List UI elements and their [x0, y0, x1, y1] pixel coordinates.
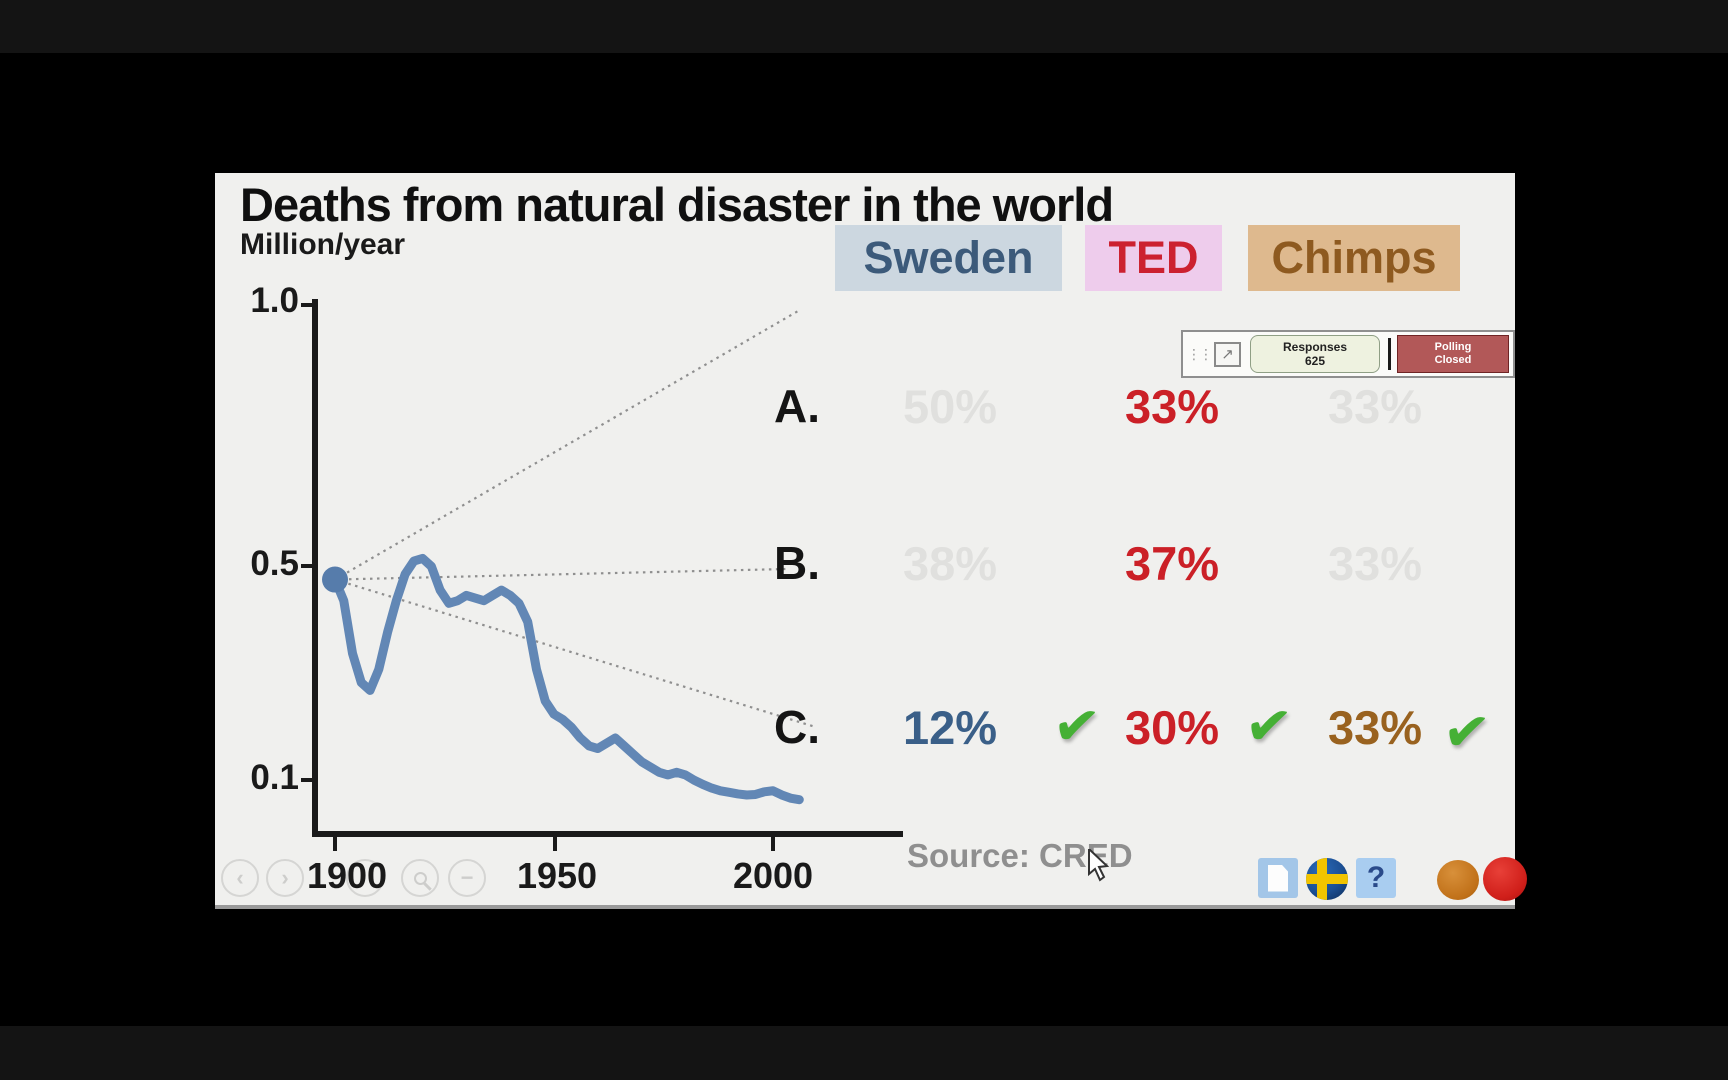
next-slide-button[interactable]: ›: [266, 859, 304, 897]
polling-status-line1: Polling: [1434, 341, 1472, 353]
magnifier-icon: [413, 871, 427, 885]
responses-label: Responses: [1282, 340, 1348, 354]
option-label-a: A.: [774, 380, 820, 432]
checkmark-icon-ted: ✔: [1241, 691, 1296, 760]
orange-status-dot: [1437, 860, 1479, 900]
prev-icon: ‹: [236, 865, 244, 890]
value-c-ted: 30%: [1124, 701, 1220, 754]
letterbox-bottom: [0, 1026, 1728, 1080]
x-tick-label-2000: 2000: [732, 855, 814, 896]
start-point-marker: [322, 566, 348, 593]
value-b-chimps: 33%: [1327, 537, 1423, 590]
drag-handle-icon[interactable]: ⋮⋮: [1187, 345, 1213, 362]
checkmark-icon-sweden: ✔: [1049, 691, 1104, 760]
slide-title: Deaths from natural disaster in the worl…: [240, 178, 1114, 231]
sweden-flag-icon[interactable]: [1306, 858, 1348, 900]
nav-button[interactable]: [346, 859, 384, 897]
value-b-sweden: 38%: [902, 537, 998, 590]
projection-line-c: [334, 578, 818, 729]
y-tick-label-1.0: 1.0: [250, 281, 299, 320]
column-header-chimps: Chimps: [1248, 225, 1460, 291]
responses-count: 625: [1304, 354, 1326, 368]
flag-cross-vertical: [1317, 858, 1327, 900]
responses-button[interactable]: Responses 625: [1250, 335, 1380, 373]
document-icon[interactable]: [1258, 858, 1298, 898]
question-glyph: ?: [1366, 861, 1386, 894]
mouse-cursor: [1088, 849, 1110, 882]
projection-line-b: [334, 567, 787, 581]
question-mark-icon[interactable]: ?: [1356, 858, 1396, 898]
polling-status-badge[interactable]: Polling Closed: [1397, 335, 1509, 373]
value-c-chimps: 33%: [1327, 701, 1423, 754]
y-axis-title: Million/year: [240, 228, 406, 261]
value-c-sweden: 12%: [902, 701, 998, 754]
column-header-sweden: Sweden: [835, 225, 1062, 291]
line-chart: [301, 299, 903, 851]
data-line: [330, 553, 804, 805]
column-header-ted: TED: [1085, 225, 1222, 291]
zoom-button[interactable]: [401, 859, 439, 897]
projection-line-a: [334, 309, 800, 581]
popout-icon[interactable]: ↗: [1214, 341, 1241, 367]
x-tick-label-1900: 1900: [306, 855, 388, 896]
y-tick-label-0.5: 0.5: [250, 544, 299, 583]
value-a-ted: 33%: [1124, 380, 1220, 433]
x-tick-label-1950: 1950: [516, 855, 598, 896]
prev-slide-button[interactable]: ‹: [221, 859, 259, 897]
polling-divider: [1388, 338, 1391, 370]
minus-icon: −: [460, 865, 474, 890]
presentation-slide: ‹ › − Deaths from natural disaster in th…: [215, 173, 1527, 909]
polling-status-line2: Closed: [1434, 354, 1472, 366]
letterbox-top: [0, 0, 1728, 53]
next-icon: ›: [281, 865, 289, 890]
page-glyph: [1268, 864, 1288, 892]
minimize-button[interactable]: −: [448, 859, 486, 897]
red-status-dot: [1483, 857, 1527, 901]
value-b-ted: 37%: [1124, 537, 1220, 590]
flag-cross-horizontal: [1306, 874, 1348, 884]
value-a-sweden: 50%: [902, 380, 998, 433]
option-label-c: C.: [774, 701, 820, 753]
value-a-chimps: 33%: [1327, 380, 1423, 433]
polling-widget: ⋮⋮ ↗ Responses 625 Polling Closed: [1181, 330, 1515, 378]
checkmark-icon-chimps: ✔: [1439, 697, 1494, 766]
option-label-b: B.: [774, 537, 820, 589]
y-tick-label-0.1: 0.1: [250, 758, 299, 797]
